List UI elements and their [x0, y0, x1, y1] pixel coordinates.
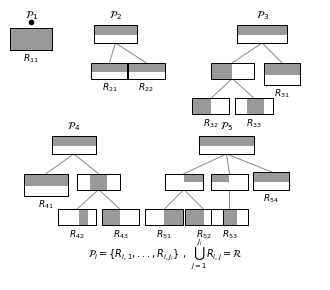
Bar: [192, 98, 211, 114]
Bar: [94, 25, 137, 35]
Bar: [77, 174, 120, 190]
Bar: [199, 136, 254, 154]
Bar: [52, 136, 96, 154]
Bar: [237, 25, 287, 43]
Bar: [127, 63, 165, 72]
Bar: [264, 63, 300, 85]
Bar: [192, 98, 229, 114]
Bar: [10, 28, 52, 50]
Bar: [10, 28, 52, 50]
Bar: [127, 63, 165, 79]
Bar: [127, 63, 165, 79]
Bar: [211, 63, 254, 79]
Text: $R_{22}$: $R_{22}$: [138, 81, 154, 94]
Bar: [52, 136, 96, 146]
Bar: [165, 174, 203, 190]
Bar: [77, 174, 120, 190]
Bar: [185, 209, 222, 225]
Bar: [185, 209, 204, 225]
Bar: [145, 209, 183, 225]
Bar: [102, 209, 139, 225]
Bar: [79, 209, 88, 225]
Bar: [90, 174, 107, 190]
Bar: [224, 209, 237, 225]
Text: $R_{11}$: $R_{11}$: [23, 53, 39, 65]
Text: $R_{43}$: $R_{43}$: [113, 228, 128, 241]
Bar: [24, 174, 68, 195]
Bar: [24, 174, 68, 186]
Text: $R_{33}$: $R_{33}$: [247, 117, 262, 130]
Bar: [211, 174, 248, 190]
Text: $R_{52}$: $R_{52}$: [196, 228, 212, 241]
Bar: [253, 172, 289, 190]
Bar: [185, 209, 222, 225]
Text: $R_{31}$: $R_{31}$: [274, 88, 290, 100]
Text: $R_{41}$: $R_{41}$: [38, 198, 54, 211]
Text: $\mathcal{P}_{4}$: $\mathcal{P}_{4}$: [67, 120, 81, 133]
Text: $\mathcal{P}_{5}$: $\mathcal{P}_{5}$: [220, 120, 233, 133]
Text: $R_{51}$: $R_{51}$: [156, 228, 172, 241]
Bar: [264, 63, 300, 85]
Bar: [211, 209, 248, 225]
Bar: [264, 63, 300, 75]
Text: $\mathcal{P}_{2}$: $\mathcal{P}_{2}$: [109, 9, 122, 22]
Bar: [145, 209, 183, 225]
Bar: [253, 172, 289, 190]
Bar: [211, 174, 248, 190]
Bar: [235, 98, 273, 114]
Bar: [91, 63, 128, 79]
Bar: [247, 98, 264, 114]
Bar: [52, 136, 96, 154]
Bar: [192, 98, 229, 114]
Bar: [235, 98, 273, 114]
Bar: [199, 136, 254, 154]
Bar: [211, 174, 229, 182]
Bar: [91, 63, 128, 79]
Bar: [164, 209, 183, 225]
Bar: [253, 172, 289, 182]
Bar: [91, 63, 128, 72]
Bar: [211, 63, 254, 79]
Bar: [184, 174, 203, 182]
Bar: [94, 25, 137, 43]
Text: $\mathcal{P}_{1}$: $\mathcal{P}_{1}$: [25, 9, 38, 22]
Bar: [58, 209, 96, 225]
Bar: [24, 174, 68, 195]
Text: $\mathcal{P}_{3}$: $\mathcal{P}_{3}$: [256, 9, 269, 22]
Text: $\mathcal{P}_i = \{R_{i,1},...,R_{i,J_i}\}$ ,  $\bigcup_{j=1}^{J_i} R_{i,j} = \m: $\mathcal{P}_i = \{R_{i,1},...,R_{i,J_i}…: [88, 237, 242, 271]
Text: $R_{42}$: $R_{42}$: [69, 228, 84, 241]
Bar: [237, 25, 287, 35]
Text: $R_{53}$: $R_{53}$: [221, 228, 237, 241]
Bar: [199, 136, 254, 146]
Text: $R_{32}$: $R_{32}$: [203, 117, 218, 130]
Bar: [211, 63, 232, 79]
Text: $R_{21}$: $R_{21}$: [102, 81, 117, 94]
Bar: [58, 209, 96, 225]
Text: $R_{54}$: $R_{54}$: [263, 193, 279, 205]
Bar: [94, 25, 137, 43]
Bar: [165, 174, 203, 190]
Bar: [237, 25, 287, 43]
Bar: [102, 209, 139, 225]
Bar: [102, 209, 120, 225]
Bar: [211, 209, 248, 225]
Bar: [10, 28, 52, 50]
